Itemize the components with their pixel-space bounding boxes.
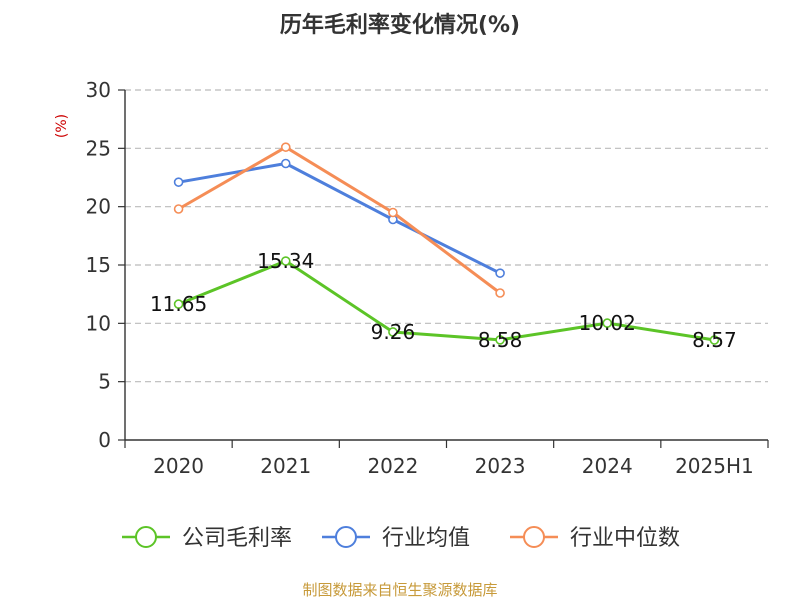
data-point[interactable] xyxy=(173,204,184,214)
legend-item[interactable]: 行业中位数 xyxy=(510,526,680,551)
legend-marker-icon xyxy=(135,526,157,548)
x-tick-label: 2021 xyxy=(260,454,311,478)
series-line xyxy=(178,162,501,275)
legend-label: 行业均值 xyxy=(382,526,470,551)
data-point[interactable] xyxy=(495,268,505,278)
x-tick-label: 2024 xyxy=(582,454,633,478)
source-note: 制图数据来自恒生聚源数据库 xyxy=(302,581,497,599)
legend-item[interactable]: 行业均值 xyxy=(322,526,470,551)
x-tick-label: 2022 xyxy=(367,454,418,478)
legend-marker-icon xyxy=(335,526,357,548)
y-tick-label: 10 xyxy=(86,311,111,335)
legend-item[interactable]: 公司毛利率 xyxy=(122,526,292,551)
data-point[interactable] xyxy=(602,318,613,328)
chart-title: 历年毛利率变化情况(%) xyxy=(280,12,520,38)
legend-label: 公司毛利率 xyxy=(182,526,292,551)
series-line xyxy=(177,145,501,295)
y-tick-label: 30 xyxy=(86,78,111,102)
data-point[interactable] xyxy=(388,327,398,337)
data-point[interactable] xyxy=(388,207,398,218)
data-label: 11.65 xyxy=(150,292,207,316)
y-axis-label: (%) xyxy=(54,114,70,138)
y-tick-label: 15 xyxy=(86,253,111,277)
data-label: 9.26 xyxy=(371,320,416,344)
y-tick-label: 5 xyxy=(98,370,111,394)
series-company-gross-margin: 11.65 15.34 9.26 8.58 10.02 8.57 xyxy=(150,249,737,352)
data-label: 8.57 xyxy=(692,328,737,352)
data-point[interactable] xyxy=(173,177,184,187)
axes xyxy=(124,90,769,448)
data-point[interactable] xyxy=(709,335,720,345)
data-label: 8.58 xyxy=(478,328,523,352)
data-label: 15.34 xyxy=(257,249,314,273)
series-line xyxy=(178,259,715,342)
series-industry-mean xyxy=(173,158,505,278)
y-tick-labels: 0 5 10 15 20 25 30 xyxy=(86,78,111,452)
y-tick-label: 20 xyxy=(86,195,111,219)
y-tick-label: 0 xyxy=(98,428,111,452)
legend-marker-icon xyxy=(523,526,545,548)
x-tick-labels: 2020 2021 2022 2023 2024 2025H1 xyxy=(153,454,754,478)
series-industry-median xyxy=(173,142,505,298)
data-point[interactable] xyxy=(173,299,184,309)
y-tick-label: 25 xyxy=(86,136,111,160)
series-group: 11.65 15.34 9.26 8.58 10.02 8.57 xyxy=(150,142,737,352)
x-tick-label: 2023 xyxy=(475,454,526,478)
legend-label: 行业中位数 xyxy=(570,526,680,551)
data-label: 10.02 xyxy=(579,311,636,335)
data-point[interactable] xyxy=(280,256,291,266)
data-point[interactable] xyxy=(280,158,291,169)
data-point[interactable] xyxy=(495,288,505,298)
data-point[interactable] xyxy=(495,335,505,345)
grid-lines xyxy=(118,89,768,441)
x-tick-label: 2025H1 xyxy=(675,454,754,478)
legend[interactable]: 公司毛利率 行业均值 行业中位数 xyxy=(122,526,680,551)
x-tick-label: 2020 xyxy=(153,454,204,478)
data-point[interactable] xyxy=(280,142,291,152)
